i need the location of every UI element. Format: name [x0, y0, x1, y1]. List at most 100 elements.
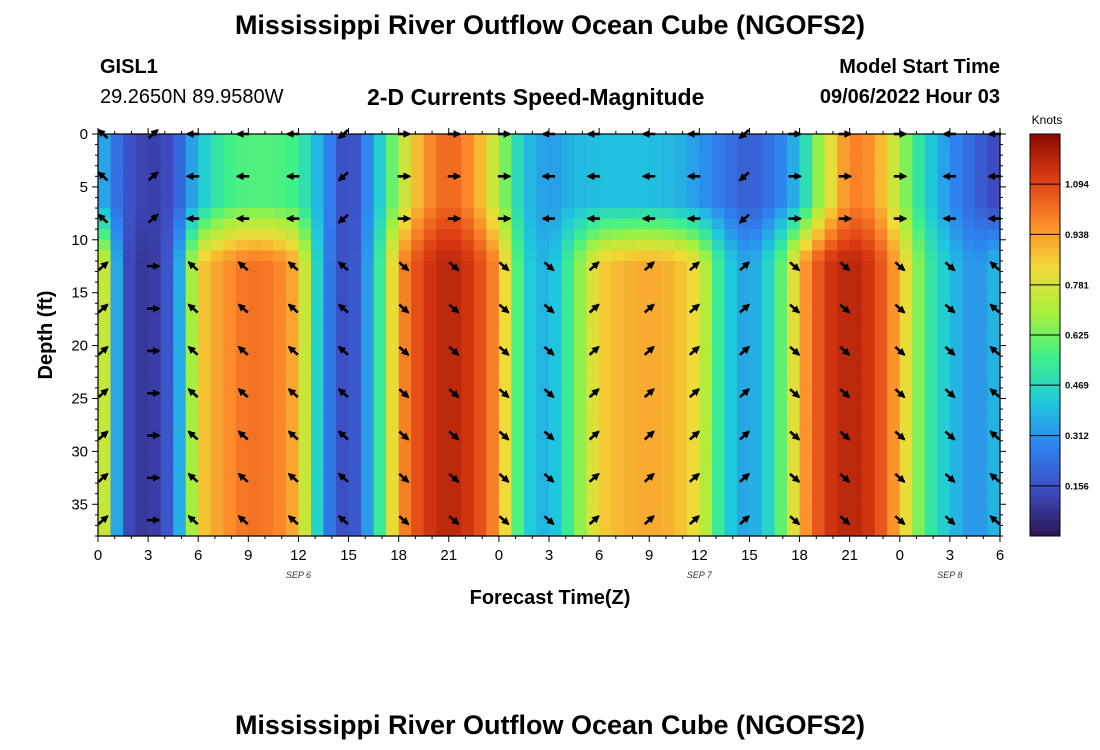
heatmap-cell: [386, 472, 400, 484]
heatmap-cell: [411, 218, 425, 230]
heatmap-cell: [298, 440, 312, 452]
heatmap-cell: [160, 356, 174, 368]
heatmap-cell: [511, 356, 525, 368]
heatmap-cell: [987, 250, 1001, 262]
heatmap-cell: [987, 409, 1001, 421]
heatmap-cell: [298, 377, 312, 389]
heatmap-cell: [235, 144, 249, 156]
heatmap-cell: [486, 250, 500, 262]
heatmap-cell: [711, 514, 725, 527]
current-vector-arrow: [739, 472, 751, 483]
heatmap-cell: [248, 186, 262, 199]
heatmap-cell: [661, 292, 675, 304]
heatmap-cell: [761, 155, 776, 167]
heatmap-cell: [962, 525, 976, 537]
heatmap-cell: [285, 271, 300, 283]
heatmap-cell: [398, 239, 412, 251]
heatmap-cell: [699, 525, 713, 537]
heatmap-cell: [874, 387, 888, 400]
plot-title: 2-D Currents Speed-Magnitude: [367, 84, 705, 110]
heatmap-cell: [110, 313, 124, 326]
heatmap-cell: [310, 186, 325, 199]
heatmap-cell: [185, 525, 199, 537]
heatmap-cell: [699, 493, 713, 505]
heatmap-cell: [611, 155, 625, 167]
heatmap-cell: [887, 165, 901, 177]
heatmap-cell: [498, 483, 513, 495]
heatmap-cell: [799, 186, 813, 199]
heatmap-cell: [260, 493, 274, 505]
heatmap-cell: [849, 165, 863, 177]
heatmap-cell: [549, 387, 563, 400]
heatmap-cell: [724, 387, 738, 400]
heatmap-cell: [173, 239, 187, 251]
heatmap-cell: [561, 218, 575, 230]
heatmap-cell: [285, 186, 300, 199]
heatmap-cell: [749, 324, 763, 336]
heatmap-cell: [749, 398, 763, 410]
heatmap-cell: [273, 461, 287, 474]
heatmap-cell: [323, 356, 337, 368]
heatmap-cell: [373, 186, 387, 199]
heatmap-cell: [160, 155, 174, 167]
heatmap-cell: [962, 186, 976, 199]
heatmap-cell: [235, 377, 249, 389]
heatmap-cell: [536, 387, 550, 400]
heatmap-cell: [298, 451, 312, 463]
heatmap-cell: [336, 250, 350, 262]
heatmap-cell: [185, 282, 199, 294]
heatmap-cell: [574, 525, 588, 537]
heatmap-cell: [298, 493, 312, 505]
heatmap-cell: [348, 155, 362, 167]
current-vector-arrow: [287, 388, 299, 399]
heatmap-cell: [285, 229, 300, 241]
heatmap-cell: [862, 208, 876, 220]
heatmap-cell: [310, 134, 325, 146]
heatmap-cell: [749, 197, 763, 209]
heatmap-cell: [761, 134, 776, 146]
heatmap-cell: [924, 335, 938, 347]
heatmap-cell: [787, 165, 801, 177]
heatmap-cell: [285, 335, 300, 347]
heatmap-cell: [686, 366, 700, 378]
heatmap-cell: [361, 197, 375, 209]
heatmap-cell: [248, 525, 262, 537]
heatmap-cell: [799, 419, 813, 431]
heatmap-cell: [899, 366, 913, 378]
heatmap-cell: [711, 218, 725, 230]
heatmap-cell: [135, 440, 149, 452]
heatmap-cell: [724, 451, 738, 463]
heatmap-cell: [661, 461, 675, 474]
heatmap-cell: [974, 430, 989, 442]
heatmap-cell: [974, 197, 989, 209]
heatmap-cell: [361, 303, 375, 315]
heatmap-cell: [912, 419, 926, 431]
heatmap-cell: [110, 239, 124, 251]
heatmap-cell: [549, 303, 563, 315]
heatmap-cell: [386, 197, 400, 209]
heatmap-cell: [210, 366, 224, 378]
heatmap-cell: [148, 451, 162, 463]
heatmap-cell: [611, 419, 625, 431]
heatmap-cell: [674, 451, 688, 463]
heatmap-cell: [135, 229, 149, 241]
heatmap-cell: [498, 186, 513, 199]
heatmap-cell: [135, 377, 149, 389]
heatmap-cell: [874, 197, 888, 209]
heatmap-cell: [185, 493, 199, 505]
heatmap-cell: [899, 134, 913, 146]
heatmap-cell: [273, 186, 287, 199]
heatmap-cell: [949, 239, 964, 251]
heatmap-cell: [173, 409, 187, 421]
heatmap-cell: [899, 292, 913, 304]
heatmap-cell: [661, 398, 675, 410]
heatmap-cell: [611, 356, 625, 368]
heatmap-cell: [498, 176, 513, 188]
heatmap-cell: [411, 387, 425, 400]
heatmap-cell: [260, 292, 274, 304]
heatmap-cell: [235, 239, 249, 251]
heatmap-cell: [423, 430, 437, 442]
heatmap-cell: [336, 525, 350, 537]
heatmap-cell: [411, 440, 425, 452]
heatmap-cell: [761, 250, 776, 262]
